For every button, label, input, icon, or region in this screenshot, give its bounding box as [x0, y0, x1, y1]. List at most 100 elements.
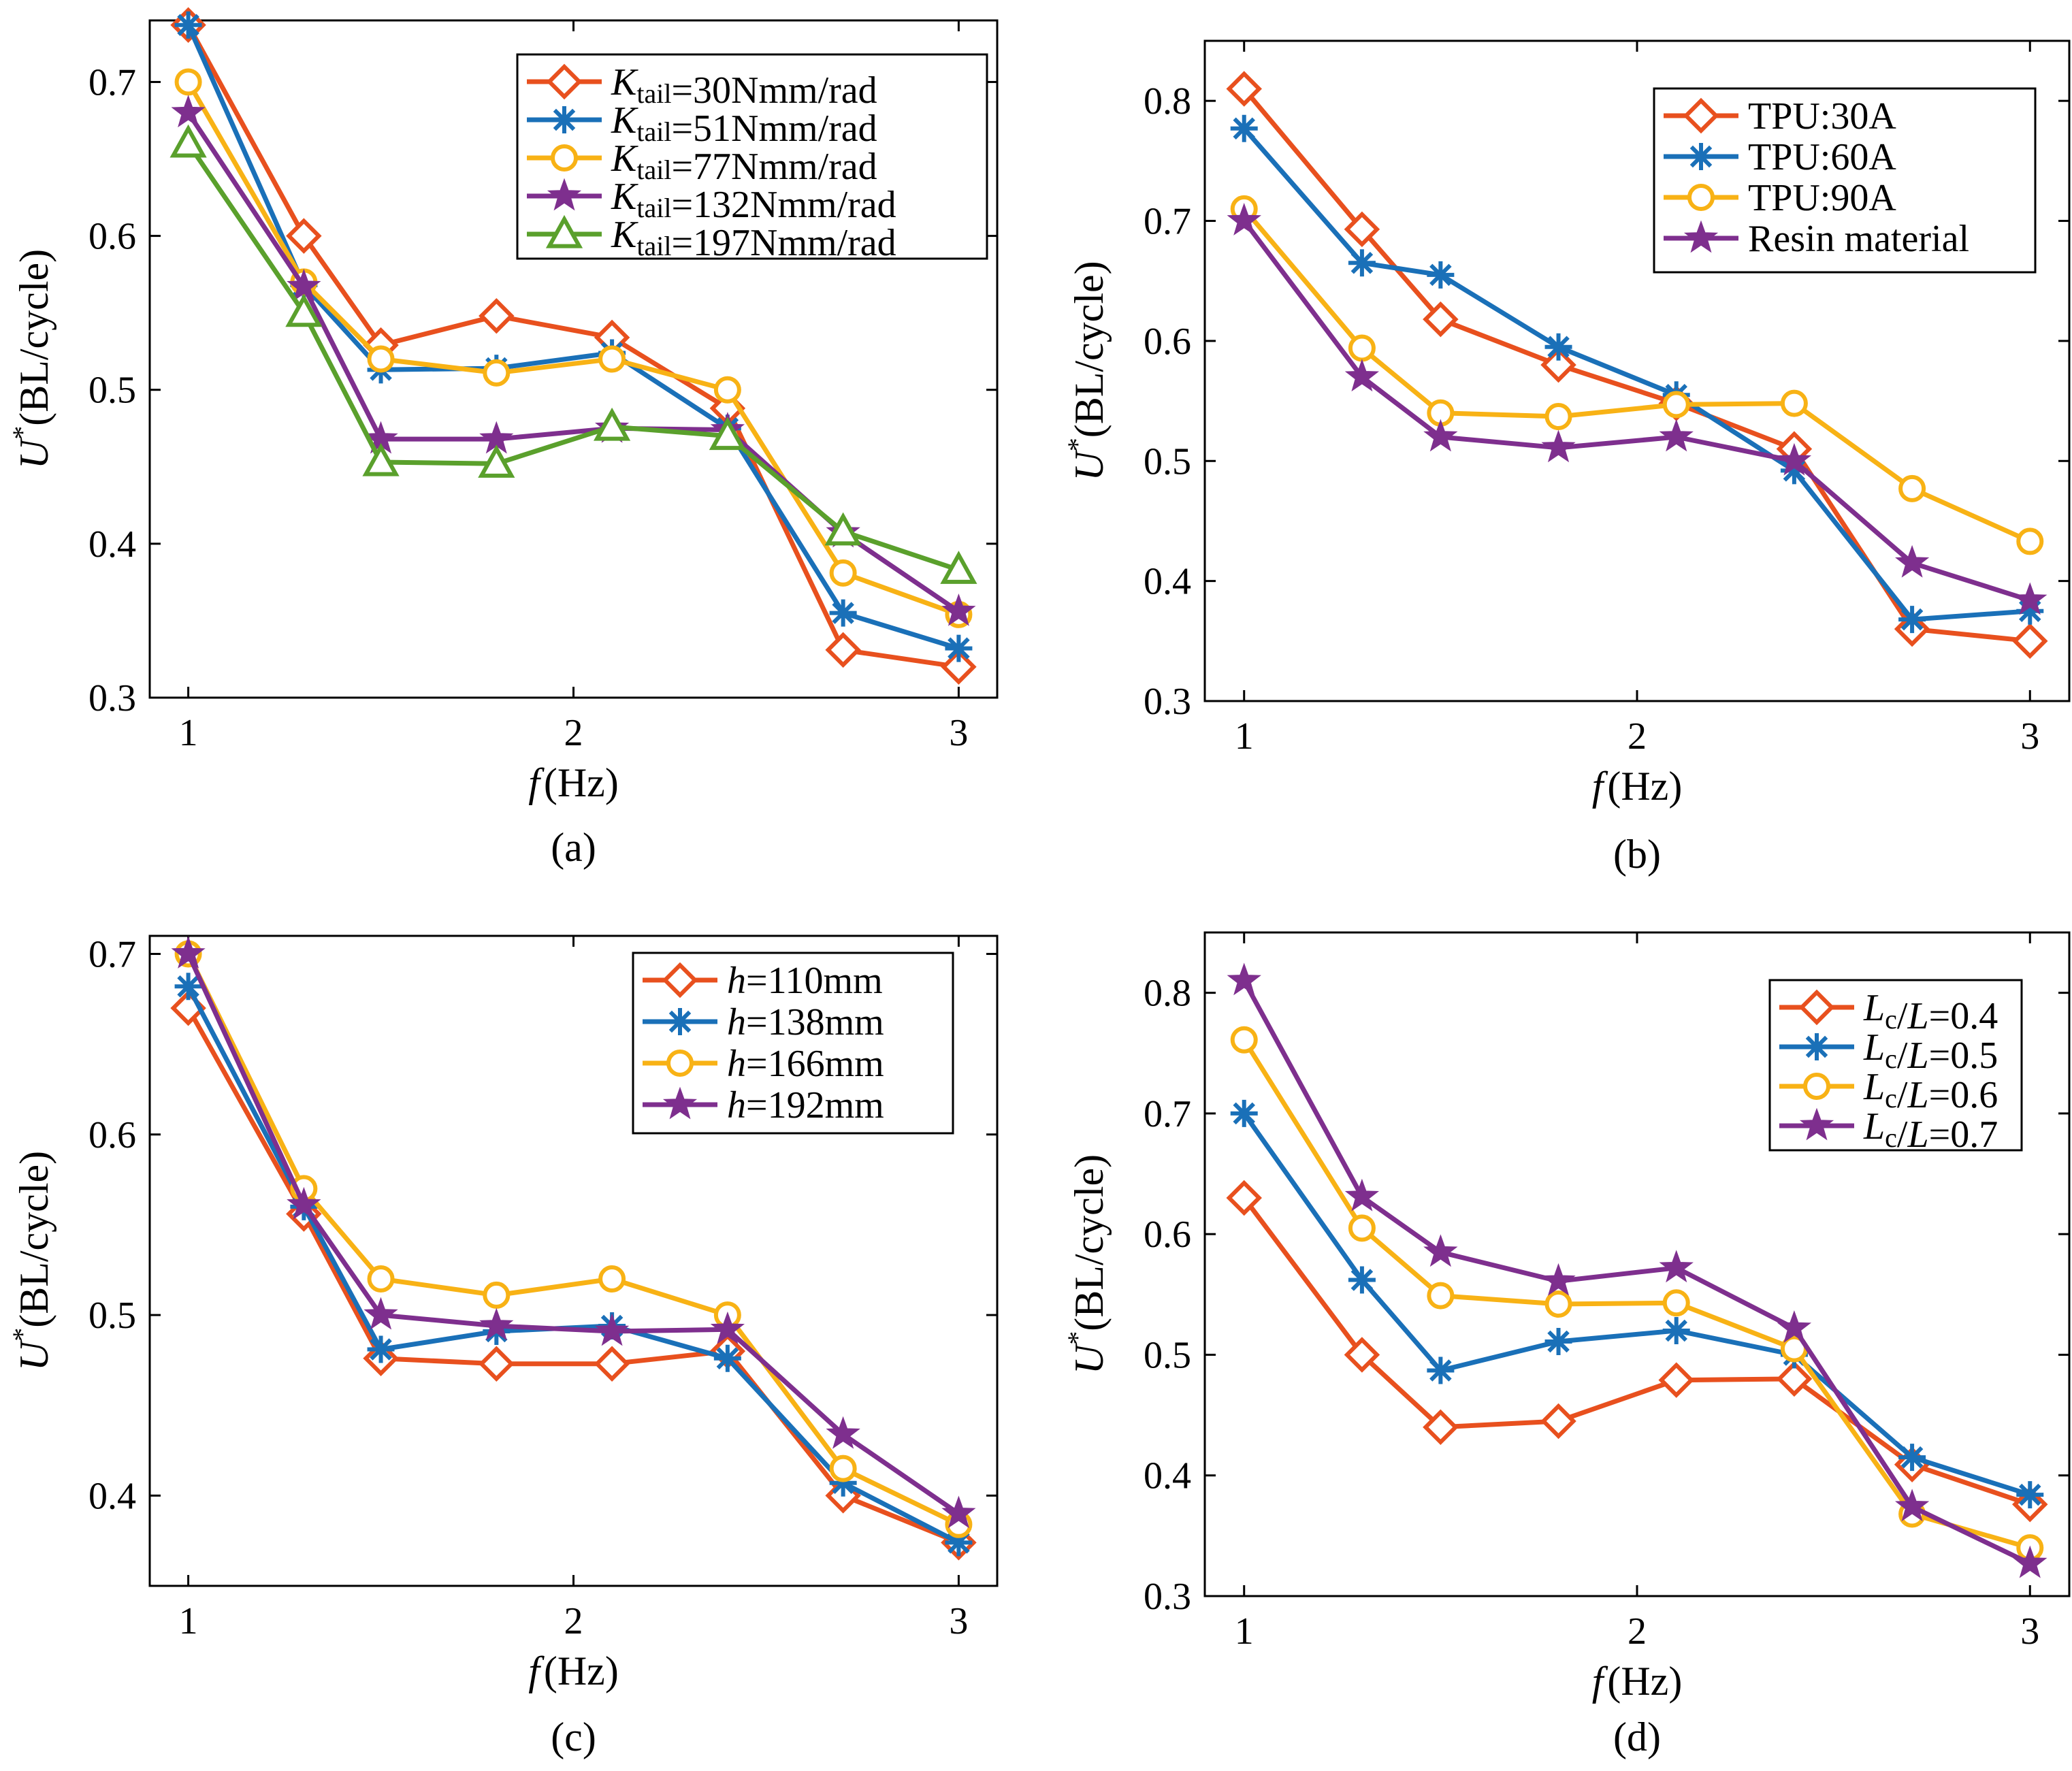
legend-marker	[666, 1050, 694, 1077]
data-point	[174, 973, 202, 1001]
legend-entry: TPU:90A	[1748, 177, 1896, 219]
series-line	[1242, 979, 2031, 1566]
data-point	[1662, 1317, 1690, 1344]
y-tick-label: 0.5	[1144, 1334, 1191, 1376]
data-point	[1344, 1337, 1380, 1373]
data-point	[1427, 1282, 1455, 1310]
legend-marker	[1687, 143, 1715, 170]
data-point	[1423, 419, 1458, 452]
data-point	[2013, 1545, 2047, 1578]
legend-entry: Ktail=77Nmm/rad	[611, 137, 877, 188]
legend-marker	[662, 962, 698, 998]
x-tick-label: 2	[564, 712, 583, 754]
chart-panel-3: 1 2 3 0.4 0.5 0.6 0.7 f (Hz) U*(BL/cycle) (c) h=110…	[7, 934, 999, 1759]
data-point	[1895, 1489, 1930, 1522]
legend-marker	[1798, 989, 1835, 1026]
data-point	[1348, 1266, 1376, 1294]
legend-entry: Lc/L=0.7	[1863, 1105, 1998, 1156]
y-tick-label: 0.4	[88, 523, 136, 566]
legend-entry: Ktail=132Nmm/rad	[611, 176, 896, 226]
data-point	[1898, 474, 1926, 502]
y-tick-label: 0.3	[88, 677, 136, 719]
legend-entry: Ktail=197Nmm/rad	[611, 214, 896, 264]
series-line	[1242, 1196, 2031, 1507]
data-point	[593, 407, 631, 441]
data-point	[479, 1307, 514, 1341]
data-point	[824, 512, 862, 546]
legend-entry: TPU:60A	[1748, 136, 1896, 178]
legend-marker	[551, 144, 578, 172]
data-point	[1895, 545, 1930, 578]
data-point	[367, 345, 395, 373]
data-point	[1662, 391, 1690, 419]
legend-entry: Lc/L=0.6	[1863, 1066, 1998, 1116]
data-point	[1344, 211, 1380, 248]
data-point	[174, 68, 202, 96]
y-tick-label: 0.4	[1144, 1455, 1191, 1497]
panel-caption: (d)	[1613, 1715, 1661, 1759]
y-tick-label: 0.4	[88, 1475, 136, 1517]
data-point	[1230, 114, 1258, 142]
x-tick-label: 3	[2020, 1610, 2039, 1653]
data-point	[2016, 1481, 2044, 1509]
x-tick-label: 1	[1235, 1610, 1254, 1653]
x-tick-label: 3	[2020, 715, 2039, 758]
data-point	[1226, 71, 1262, 107]
y-tick-label: 0.7	[1144, 201, 1191, 243]
series-line	[186, 1007, 960, 1545]
x-tick-label: 1	[179, 712, 198, 754]
data-point	[363, 1297, 398, 1330]
x-axis-label: f (Hz)	[528, 1648, 619, 1693]
data-point	[941, 649, 977, 685]
y-tick-label: 0.6	[88, 1114, 136, 1156]
data-point	[1777, 442, 1811, 476]
data-point	[1780, 457, 1808, 485]
data-point	[1544, 333, 1572, 361]
y-tick-label: 0.6	[1144, 321, 1191, 363]
legend-marker	[551, 106, 578, 133]
data-point	[710, 1311, 745, 1344]
series-line	[186, 24, 960, 651]
legend-marker	[662, 1086, 698, 1120]
data-point	[2016, 527, 2044, 555]
legend-entry: h=166mm	[727, 1043, 884, 1085]
data-point	[829, 1455, 857, 1482]
data-point	[1898, 606, 1926, 634]
data-point	[483, 1281, 511, 1309]
legend-entry: h=192mm	[727, 1084, 884, 1126]
y-tick-label: 0.3	[1144, 1576, 1191, 1618]
y-tick-label: 0.8	[1144, 973, 1191, 1015]
data-point	[479, 297, 515, 334]
data-point	[1348, 249, 1376, 277]
data-point	[829, 1469, 857, 1497]
legend-marker	[547, 178, 582, 211]
data-point	[2012, 623, 2048, 660]
data-point	[1776, 1361, 1813, 1397]
y-tick-label: 0.6	[1144, 1214, 1191, 1256]
data-point	[2016, 597, 2044, 625]
data-point	[1344, 359, 1379, 392]
y-tick-label: 0.5	[88, 370, 136, 412]
data-point	[1777, 1310, 1812, 1343]
data-point	[2013, 582, 2047, 615]
y-tick-label: 0.4	[1144, 561, 1191, 603]
data-point	[1898, 1444, 1926, 1472]
data-point	[1230, 1026, 1258, 1054]
data-point	[367, 1335, 395, 1363]
panel-caption: (b)	[1613, 832, 1661, 877]
data-point	[1541, 429, 1576, 463]
data-point	[941, 593, 976, 626]
data-point	[1544, 1290, 1572, 1318]
data-point	[829, 559, 857, 587]
legend-entry: Lc/L=0.5	[1863, 1026, 1998, 1077]
data-point	[478, 444, 515, 478]
data-point	[1658, 1362, 1694, 1398]
series-line	[186, 142, 960, 572]
legend-marker	[1803, 1073, 1830, 1100]
data-point	[1227, 203, 1261, 235]
data-point	[479, 1346, 515, 1382]
data-point	[1544, 403, 1572, 431]
